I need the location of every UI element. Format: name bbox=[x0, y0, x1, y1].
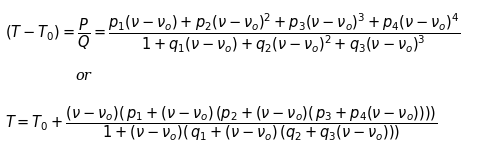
Text: $(T - T_0) = \dfrac{P}{Q} = \dfrac{p_1(\nu - \nu_o) + p_2(\nu - \nu_o)^2 + p_3(\: $(T - T_0) = \dfrac{P}{Q} = \dfrac{p_1(\… bbox=[5, 11, 459, 55]
Text: $T = T_0 + \dfrac{(\nu - \nu_o)(\, p_1 + (\nu - \nu_o)\,(p_2 + (\nu - \nu_o)(\, : $T = T_0 + \dfrac{(\nu - \nu_o)(\, p_1 +… bbox=[5, 104, 437, 143]
Text: or: or bbox=[75, 69, 91, 82]
